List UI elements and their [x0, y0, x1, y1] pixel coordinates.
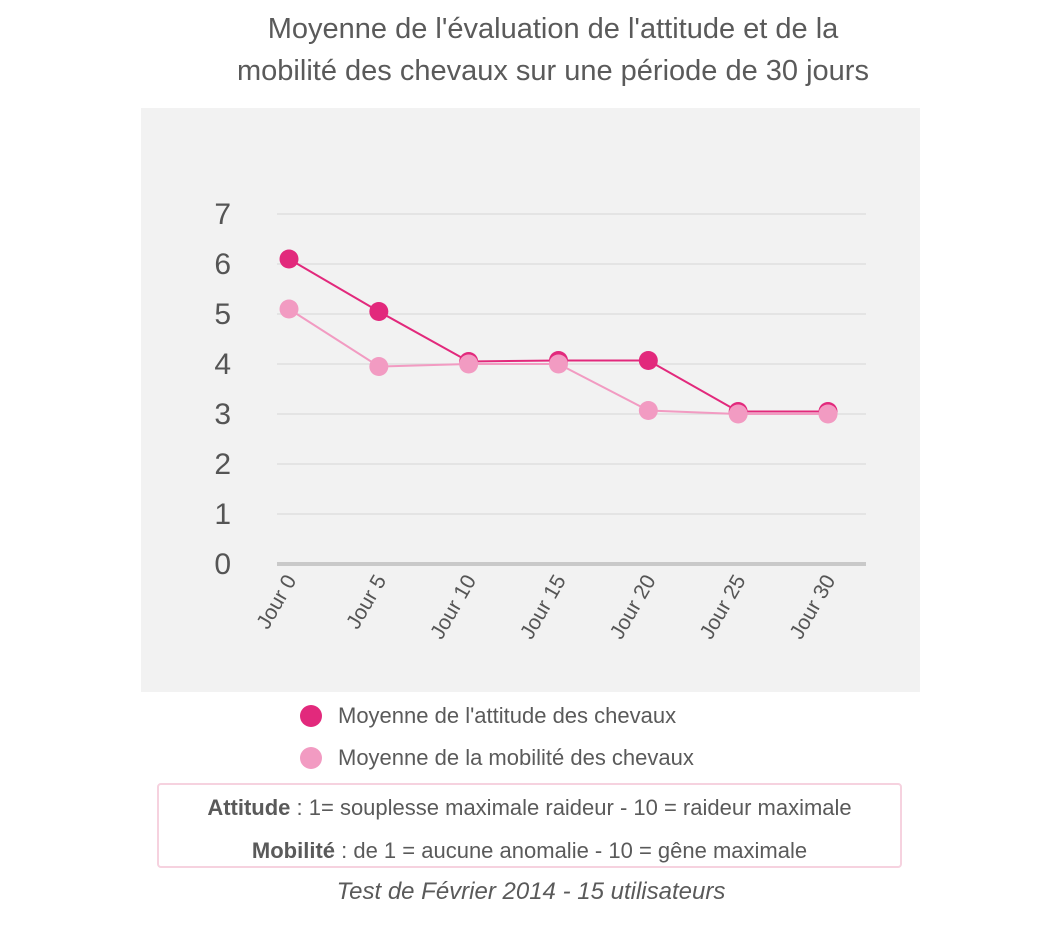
plot-background	[141, 108, 920, 692]
data-point-mobilite	[818, 404, 838, 424]
x-tick-label: Jour 30	[785, 571, 840, 643]
y-tick-label: 1	[214, 498, 231, 531]
data-point-mobilite	[638, 401, 658, 420]
chart-title-line-1: Moyenne de l'évaluation de l'attitude et…	[267, 13, 839, 45]
data-point-mobilite	[728, 404, 748, 424]
series-line-attitude	[288, 258, 828, 413]
y-tick-label: 5	[214, 298, 231, 331]
data-point-mobilite	[549, 354, 568, 374]
data-point-attitude	[638, 351, 658, 370]
data-point-mobilite	[459, 354, 479, 374]
data-point-mobilite	[369, 357, 389, 376]
y-tick-label: 4	[214, 348, 231, 381]
note-mobilite: Mobilité : de 1 = aucune anomalie - 10 =…	[159, 838, 900, 864]
note-attitude: Attitude : 1= souplesse maximale raideur…	[159, 795, 900, 821]
legend-marker-mobilite	[300, 747, 322, 769]
note-mobilite-label: Mobilité	[251, 838, 336, 863]
note-mobilite-text: : de 1 = aucune anomalie - 10 = gêne max…	[335, 838, 808, 863]
legend-marker-attitude	[300, 705, 322, 727]
data-point-attitude	[279, 249, 299, 269]
x-tick-label: Jour 20	[606, 571, 661, 643]
legend-item-mobilite: Moyenne de la mobilité des chevaux	[300, 745, 694, 771]
x-tick-label: Jour 15	[516, 571, 571, 643]
y-tick-label: 2	[214, 448, 231, 481]
x-tick-label: Jour 25	[696, 571, 751, 643]
note-attitude-text: : 1= souplesse maximale raideur - 10 = r…	[290, 795, 852, 820]
legend-label-attitude: Moyenne de l'attitude des chevaux	[338, 703, 677, 728]
x-tick-label: Jour 10	[426, 571, 481, 643]
scale-notes-box: Attitude : 1= souplesse maximale raideur…	[157, 783, 902, 868]
chart-title-line-2: mobilité des chevaux sur une période de …	[237, 55, 869, 87]
x-tick-label: Jour 0	[252, 571, 301, 633]
data-point-mobilite	[279, 299, 299, 319]
data-point-attitude	[369, 302, 389, 321]
legend-label-mobilite: Moyenne de la mobilité des chevaux	[338, 745, 694, 770]
chart-title: Moyenne de l'évaluation de l'attitude et…	[0, 8, 1062, 92]
footer-caption: Test de Février 2014 - 15 utilisateurs	[336, 878, 726, 905]
legend-item-attitude: Moyenne de l'attitude des chevaux	[300, 703, 676, 729]
y-tick-label: 3	[214, 398, 231, 431]
y-tick-label: 7	[214, 198, 231, 231]
y-tick-label: 0	[214, 548, 231, 581]
note-attitude-label: Attitude	[207, 795, 291, 820]
y-tick-label: 6	[214, 248, 231, 281]
x-tick-label: Jour 5	[342, 571, 391, 633]
